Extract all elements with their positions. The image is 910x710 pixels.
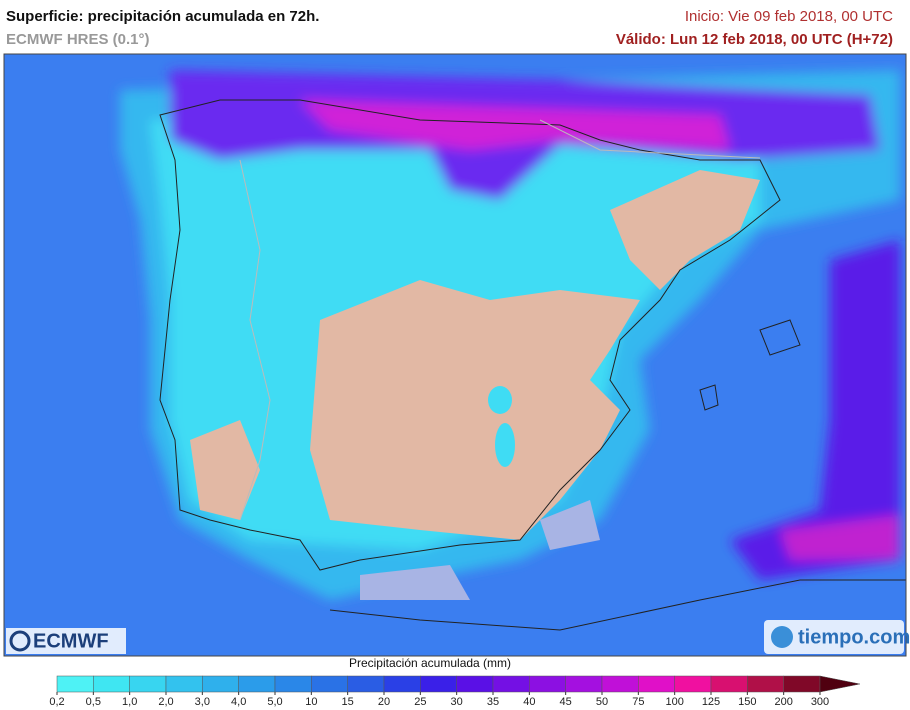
- colorbar-box: [638, 675, 675, 693]
- colorbar-box: [420, 675, 457, 693]
- colorbar-box: [601, 675, 639, 693]
- colorbar-box: [165, 675, 203, 693]
- logo-text: ECMWF: [33, 630, 109, 652]
- colorbar-box: [383, 675, 421, 693]
- precip-spot: [488, 386, 512, 414]
- dry-ebro: [610, 170, 760, 290]
- colorbar-label: 10: [305, 696, 317, 708]
- init-time: Inicio: Vie 09 feb 2018, 00 UTC: [685, 8, 893, 25]
- border: [539, 119, 761, 159]
- colorbar-box: [56, 675, 94, 693]
- colorbar-box: [674, 675, 712, 693]
- colorbar-box: [783, 675, 821, 693]
- model-label: ECMWF HRES (0.1°): [6, 31, 150, 48]
- colorbar-label: 25: [414, 696, 426, 708]
- coastline-africa: [329, 579, 906, 631]
- border: [239, 159, 271, 521]
- colorbar-box: [565, 675, 603, 693]
- precip-max-east: [780, 515, 900, 560]
- colorbar-label: 3,0: [195, 696, 210, 708]
- logo-text: tiempo.com: [798, 626, 910, 648]
- colorbar-label: 45: [560, 696, 572, 708]
- colorbar-arrow: [819, 675, 861, 693]
- logo-icon: [771, 626, 793, 648]
- colorbar-box: [710, 675, 748, 693]
- coastline-islands: [699, 384, 719, 411]
- dry-interior: [310, 280, 640, 540]
- logo-box: [6, 628, 126, 654]
- colorbar-label: 4,0: [231, 696, 246, 708]
- logo-icon: [9, 630, 31, 652]
- map-frame: [3, 53, 907, 657]
- colorbar-box: [747, 675, 784, 693]
- precip-heavy-east: [730, 240, 900, 580]
- colorbar-box: [492, 675, 530, 693]
- colorbar-box: [202, 675, 239, 693]
- colorbar-label: 2,0: [158, 696, 173, 708]
- colorbar-box: [529, 675, 566, 693]
- colorbar-label: 35: [487, 696, 499, 708]
- colorbar-box: [311, 675, 348, 693]
- colorbar-label: 15: [342, 696, 354, 708]
- colorbar-label: 5,0: [267, 696, 282, 708]
- colorbar-label: 150: [738, 696, 756, 708]
- logo-box: [764, 620, 904, 654]
- coastline: [159, 99, 781, 571]
- colorbar-label: 0,5: [86, 696, 101, 708]
- ecmwf-logo: ECMWF: [6, 628, 126, 654]
- precip-max-north: [300, 100, 730, 150]
- colorbar-box: [347, 675, 385, 693]
- colorbar-label: 1,0: [122, 696, 137, 708]
- colorbar-label: 20: [378, 696, 390, 708]
- colorbar-box: [456, 675, 494, 693]
- colorbar-label: 75: [632, 696, 644, 708]
- colorbar-label: 40: [523, 696, 535, 708]
- map-title: Superficie: precipitación acumulada en 7…: [6, 8, 319, 25]
- precip-spot: [495, 423, 515, 467]
- alboran-sea: [360, 565, 470, 600]
- colorbar-box: [93, 675, 130, 693]
- colorbar-label: 30: [451, 696, 463, 708]
- tiempo-logo: tiempo.com: [764, 620, 910, 654]
- valid-time: Válido: Lun 12 feb 2018, 00 UTC (H+72): [616, 31, 893, 48]
- colorbar-label: 100: [665, 696, 683, 708]
- sea-patch: [540, 500, 600, 550]
- colorbar-box: [129, 675, 167, 693]
- colorbar: 0,2 0,5 1,0 2,0 3,0 4,0 5,0 10 15 20 25 30 35 40 45 50 7…: [49, 675, 861, 708]
- coastline-islands: [759, 319, 801, 356]
- colorbar-label: 50: [596, 696, 608, 708]
- colorbar-label: 200: [774, 696, 792, 708]
- colorbar-label: 125: [702, 696, 720, 708]
- colorbar-label: 0,2: [49, 696, 64, 708]
- colorbar-label: 300: [811, 696, 829, 708]
- dry-south-west: [190, 420, 260, 520]
- map: [3, 53, 907, 657]
- colorbar-box: [274, 675, 312, 693]
- legend-title: Precipitación acumulada (mm): [349, 656, 511, 670]
- colorbar-box: [238, 675, 276, 693]
